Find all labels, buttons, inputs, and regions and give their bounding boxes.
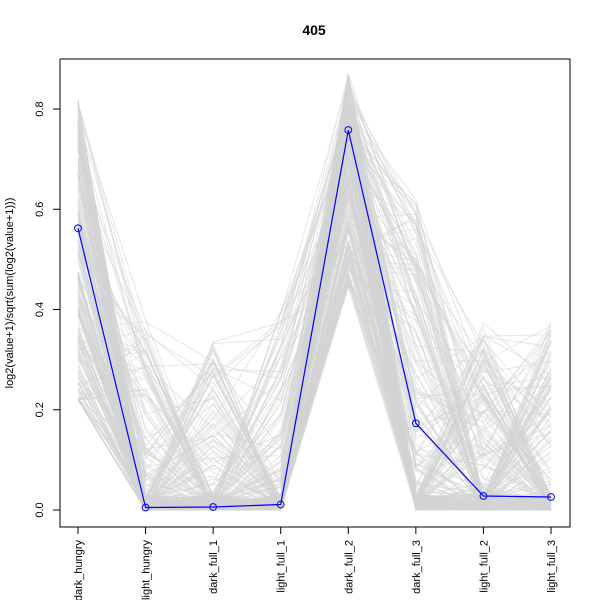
y-tick-label: 0.2 — [34, 402, 46, 417]
y-axis-label: log2(value+1)/sqrt(sum(log2(value+1))) — [4, 198, 16, 389]
x-tick-label: light_full_1 — [276, 540, 288, 593]
x-tick-label: dark_full_3 — [411, 540, 423, 594]
highlight-series-line — [77, 129, 552, 509]
highlight-point — [411, 419, 420, 428]
background-line — [77, 138, 552, 510]
background-line — [77, 73, 552, 507]
highlight-point — [547, 493, 555, 501]
background-line — [77, 176, 552, 502]
x-tick-label: light_full_2 — [478, 540, 490, 593]
y-tick-label: 0.8 — [34, 101, 46, 116]
background-line — [77, 114, 552, 501]
background-line — [77, 99, 552, 512]
highlight-point — [276, 500, 285, 509]
x-tick-label: light_hungry — [141, 540, 153, 600]
highlight-point — [74, 224, 82, 233]
highlighted-series — [74, 126, 555, 512]
background-line — [77, 228, 552, 511]
background-line — [77, 133, 552, 511]
background-line — [77, 122, 552, 510]
x-tick-label: dark_hungry — [73, 540, 85, 600]
background-line — [77, 107, 552, 511]
chart-title: 405 — [302, 22, 326, 38]
x-tick-label: light_full_3 — [546, 540, 558, 593]
background-profile-lines — [77, 73, 552, 512]
y-tick-label: 0.6 — [34, 202, 46, 217]
y-tick-label: 0.0 — [34, 502, 46, 517]
y-tick-label: 0.4 — [34, 302, 46, 317]
y-axis: 0.0 0.2 0.4 0.6 0.8 — [34, 101, 61, 518]
highlight-point — [209, 503, 218, 511]
highlight-point — [479, 492, 488, 500]
x-axis: dark_hungry light_hungry dark_full_1 light_… — [73, 526, 558, 600]
x-tick-label: dark_full_1 — [208, 540, 220, 594]
x-tick-label: dark_full_2 — [343, 540, 355, 594]
background-line — [77, 83, 552, 506]
highlight-point — [141, 503, 150, 512]
highlight-point — [344, 126, 353, 134]
background-line — [77, 139, 552, 508]
